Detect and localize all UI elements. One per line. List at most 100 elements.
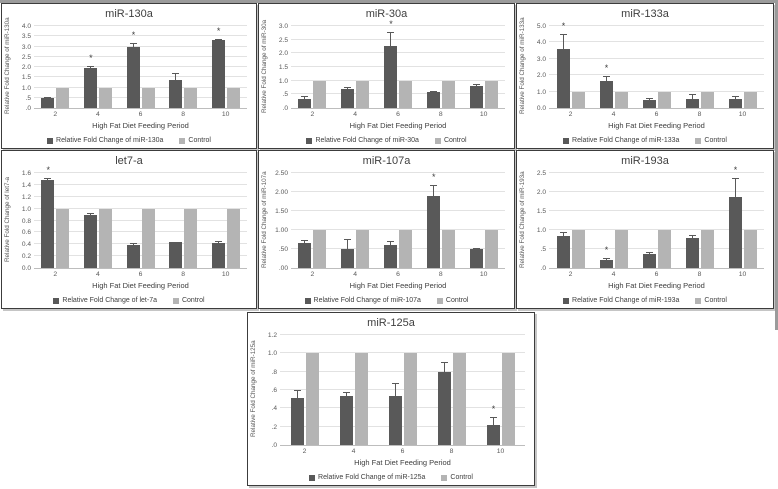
y-tick-label: 1.5 bbox=[536, 208, 546, 215]
gridline bbox=[549, 25, 764, 26]
error-bar bbox=[691, 93, 693, 99]
legend-item-control: Control bbox=[179, 137, 211, 144]
bar-treatment bbox=[169, 242, 183, 268]
gridline bbox=[291, 79, 505, 81]
error-bar bbox=[734, 95, 736, 100]
error-bar-cap bbox=[559, 34, 567, 36]
bar-treatment bbox=[556, 48, 570, 108]
x-tick-label: 4 bbox=[96, 111, 100, 118]
y-tick-label: 2.50 bbox=[275, 170, 288, 177]
bar-treatment bbox=[642, 99, 656, 108]
legend-swatch-control bbox=[441, 474, 448, 481]
bar-control bbox=[226, 208, 240, 268]
error-bar-cap bbox=[44, 96, 52, 98]
x-tick-label: 8 bbox=[181, 271, 185, 278]
significance-star: * bbox=[561, 21, 566, 32]
y-tick-label: 2.00 bbox=[275, 189, 288, 196]
legend-item-control: Control bbox=[441, 474, 473, 481]
x-tick-row: 2 4 6 8 10 bbox=[34, 109, 247, 120]
plot-region: Relative Fold Change of miR-30a .0.5 1.0 1.… bbox=[259, 19, 514, 120]
bar-control bbox=[226, 87, 240, 108]
bar-treatment bbox=[83, 214, 97, 268]
legend-label: Relative Fold Change of let-7a bbox=[62, 297, 157, 304]
y-tick-label: 0.8 bbox=[21, 217, 31, 225]
gridline bbox=[34, 25, 247, 26]
legend-item-treatment: Relative Fold Change of miR-125a bbox=[309, 474, 425, 481]
y-tick-label: .50 bbox=[278, 246, 288, 253]
bar-treatment bbox=[728, 99, 742, 108]
bar-control bbox=[98, 87, 112, 108]
plot-column: .0 .5 1.0 1.5 2.0 2.5 3.0 * 2 4 6 8 10 bbox=[279, 20, 505, 120]
bar-control bbox=[484, 80, 498, 108]
error-bar bbox=[390, 240, 391, 246]
gridline bbox=[34, 172, 247, 173]
bar-control bbox=[571, 91, 585, 108]
gridline bbox=[549, 41, 764, 43]
legend-swatch-treatment bbox=[47, 137, 54, 144]
bar-treatment bbox=[426, 92, 440, 108]
gridline bbox=[34, 55, 247, 57]
x-tick-label: 8 bbox=[697, 271, 702, 278]
x-tick-label: 6 bbox=[654, 271, 659, 278]
x-tick-label: 2 bbox=[568, 271, 573, 278]
y-axis-label: Relative Fold Change of miR-107a bbox=[261, 171, 268, 268]
bar-control bbox=[399, 80, 412, 108]
error-bar-cap bbox=[731, 95, 739, 97]
y-tick-label: 2.0 bbox=[536, 189, 546, 196]
legend-label: Control bbox=[445, 297, 469, 304]
bar-control bbox=[313, 80, 327, 108]
legend-item-treatment: Relative Fold Change of miR-107a bbox=[304, 297, 421, 304]
plot-area: .0 .5 1.0 1.5 2.0 2.5 3.0 3.5 4.0 * * * bbox=[22, 23, 247, 112]
x-tick-label: 6 bbox=[396, 271, 400, 278]
chart-title: miR-125a bbox=[367, 317, 415, 329]
legend-item-treatment: Relative Fold Change of miR-30a bbox=[306, 137, 419, 144]
error-bar bbox=[296, 390, 298, 399]
legend-label: Control bbox=[704, 297, 727, 304]
gridline bbox=[34, 243, 247, 245]
significance-star: * bbox=[131, 29, 136, 40]
gridline bbox=[291, 248, 505, 249]
error-bar-cap bbox=[86, 213, 94, 215]
gridline bbox=[280, 407, 525, 409]
gridline bbox=[34, 66, 247, 67]
legend-item-control: Control bbox=[172, 297, 205, 304]
gridline bbox=[280, 352, 525, 354]
legend: Relative Fold Change of miR-133a Control bbox=[517, 133, 773, 148]
y-axis-label: Relative Fold Change of miR-193a bbox=[519, 171, 526, 268]
legend: Relative Fold Change of miR-130a Control bbox=[2, 133, 256, 148]
bar-treatment bbox=[339, 396, 353, 445]
bar-control bbox=[657, 91, 671, 108]
y-tick-label: 0.0 bbox=[21, 265, 31, 272]
chart-title: miR-193a bbox=[621, 155, 669, 167]
bar-treatment bbox=[341, 89, 355, 108]
figure-top-border bbox=[0, 0, 778, 3]
gridline bbox=[549, 57, 764, 59]
error-bar-cap bbox=[429, 185, 437, 187]
bar-control bbox=[743, 91, 757, 108]
error-bar-cap bbox=[472, 248, 480, 250]
y-tick-label: 1.2 bbox=[267, 332, 277, 339]
error-bar bbox=[345, 391, 347, 397]
bar-control bbox=[614, 230, 628, 268]
significance-star: * bbox=[89, 52, 93, 63]
error-bar-cap bbox=[172, 241, 180, 243]
significance-star: * bbox=[604, 63, 609, 74]
bar-treatment bbox=[426, 195, 440, 268]
significance-star: * bbox=[604, 245, 609, 256]
x-tick-label: 4 bbox=[611, 271, 616, 278]
y-tick-label: .8 bbox=[271, 368, 278, 376]
chart-title: miR-30a bbox=[365, 8, 408, 20]
bar-control bbox=[356, 80, 370, 108]
y-tick-label: 3.0 bbox=[536, 55, 546, 63]
error-bar-cap bbox=[342, 391, 350, 393]
error-bar bbox=[390, 32, 391, 46]
error-bar bbox=[605, 76, 607, 81]
gridline bbox=[34, 86, 247, 88]
y-tick-label: 2.5 bbox=[21, 53, 31, 61]
bar-control bbox=[452, 353, 466, 445]
bar-control bbox=[399, 230, 412, 268]
y-tick-label: 2.0 bbox=[278, 50, 288, 58]
bar-treatment bbox=[556, 236, 570, 268]
bar-treatment bbox=[290, 398, 304, 445]
